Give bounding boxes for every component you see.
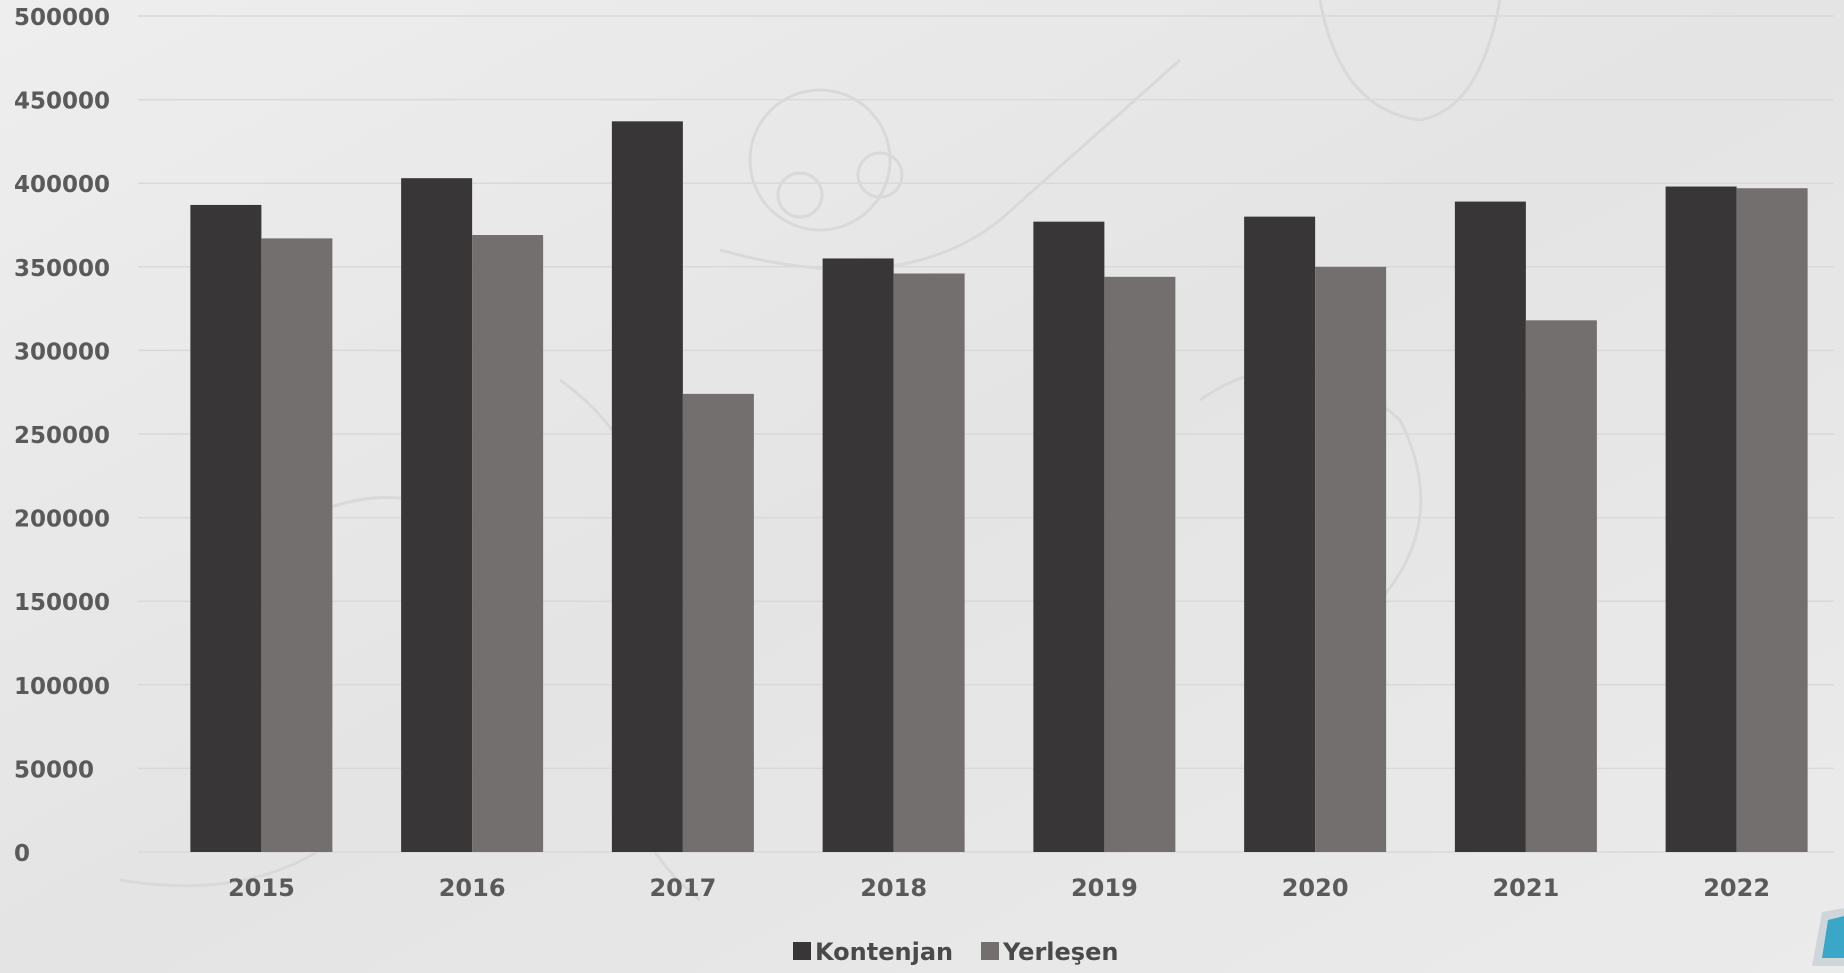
y-tick-label: 150000	[14, 590, 110, 616]
legend-label: Yerleşen	[1002, 938, 1118, 966]
bar-kontenjan-2015	[190, 204, 262, 852]
legend: Kontenjan Yerleşen	[793, 938, 1118, 966]
bar-yerle-en-2022	[1736, 188, 1808, 852]
y-tick-label: 450000	[14, 89, 110, 115]
bar-kontenjan-2016	[401, 178, 473, 852]
bar-yerle-en-2020	[1315, 266, 1387, 852]
x-tick-label: 2017	[649, 874, 716, 902]
legend-swatch	[981, 942, 999, 960]
legend-swatch	[793, 942, 811, 960]
legend-label: Kontenjan	[815, 938, 953, 966]
bar-kontenjan-2017	[611, 121, 683, 852]
y-tick-label: 50000	[14, 757, 94, 783]
y-tick-label: 400000	[14, 172, 110, 198]
y-tick-label: 300000	[14, 339, 110, 365]
x-tick-label: 2019	[1071, 874, 1138, 902]
bar-kontenjan-2018	[822, 258, 894, 852]
x-tick-label: 2015	[228, 874, 295, 902]
y-tick-label: 100000	[14, 674, 110, 700]
y-axis-tick-labels: 0 50000 100000 150000 200000 250000 300000 3500…	[14, 5, 110, 867]
bar-yerle-en-2017	[682, 393, 754, 852]
y-tick-label: 350000	[14, 256, 110, 282]
bars	[190, 121, 1808, 853]
bar-yerle-en-2021	[1525, 320, 1597, 853]
bar-kontenjan-2019	[1033, 221, 1105, 852]
y-tick-label: 500000	[14, 5, 110, 31]
x-tick-label: 2020	[1282, 874, 1349, 902]
x-axis-tick-labels: 2015 2016 2017 2018 2019 2020 2021 2022	[228, 874, 1770, 902]
bar-kontenjan-2020	[1244, 216, 1316, 852]
logo-fragment	[1812, 908, 1844, 966]
bar-yerle-en-2015	[261, 238, 333, 853]
y-tick-label: 200000	[14, 507, 110, 533]
x-tick-label: 2016	[439, 874, 506, 902]
x-tick-label: 2018	[860, 874, 927, 902]
bar-yerle-en-2019	[1104, 276, 1176, 852]
x-tick-label: 2022	[1703, 874, 1770, 902]
bar-kontenjan-2021	[1454, 201, 1526, 853]
y-tick-label: 0	[14, 841, 30, 867]
y-tick-label: 250000	[14, 423, 110, 449]
bar-kontenjan-2022	[1665, 186, 1737, 852]
bar-yerle-en-2018	[893, 273, 965, 852]
x-tick-label: 2021	[1492, 874, 1559, 902]
bar-yerle-en-2016	[472, 235, 544, 853]
